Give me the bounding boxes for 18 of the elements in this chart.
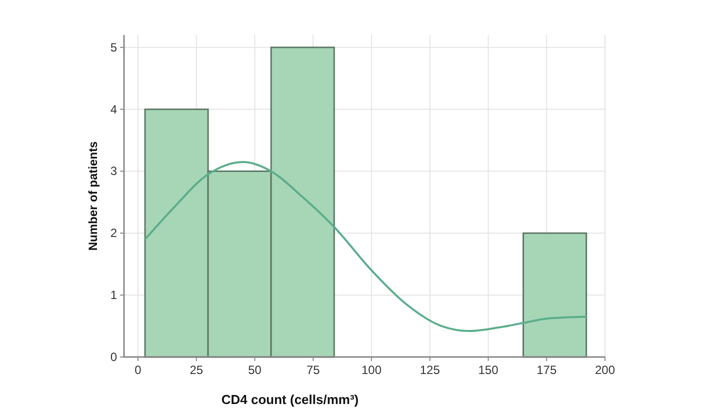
y-tick-label: 3 <box>110 164 118 178</box>
x-axis-title: CD4 count (cells/mm³) <box>221 392 359 407</box>
line-series <box>144 160 588 332</box>
x-tick-label: 200 <box>594 363 616 377</box>
y-tick-label: 1 <box>110 288 118 302</box>
y-tick-label: 2 <box>110 226 118 240</box>
y-axis-title: Number of patients <box>86 141 100 251</box>
x-tick-label: 75 <box>306 363 320 377</box>
x-tick-label: 25 <box>190 363 204 377</box>
x-tick-label: 175 <box>536 363 557 377</box>
x-tick-label: 0 <box>134 363 142 377</box>
y-tick-label: 4 <box>110 102 118 116</box>
x-tick-label: 150 <box>478 363 499 377</box>
y-tick-label: 5 <box>110 40 118 54</box>
x-tick-label: 50 <box>248 363 262 377</box>
y-tick-label: 0 <box>110 350 118 364</box>
x-tick-label: 100 <box>361 363 382 377</box>
x-tick-label: 125 <box>420 363 440 377</box>
